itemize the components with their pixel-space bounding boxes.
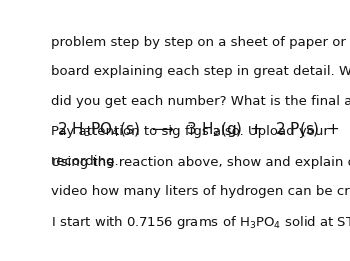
Text: Using the reaction above, show and explain on: Using the reaction above, show and expla… bbox=[51, 156, 350, 169]
Text: video how many liters of hydrogen can be created if: video how many liters of hydrogen can be… bbox=[51, 185, 350, 198]
Text: did you get each number? What is the final answer?: did you get each number? What is the fin… bbox=[51, 95, 350, 108]
Text: Pay attention to sig figs also. Upload your: Pay attention to sig figs also. Upload y… bbox=[51, 125, 329, 138]
Text: I start with 0.7156 grams of $\mathsf{H_3PO_4}$ solid at STP?: I start with 0.7156 grams of $\mathsf{H_… bbox=[51, 214, 350, 231]
Text: $\mathsf{2\ H_3PO_4(s)\ \ \longrightarrow\ \ 3\ H_2(g)\ +\ \ 2\ P(s)\ +\ \ 4\ O_: $\mathsf{2\ H_3PO_4(s)\ \ \longrightarro… bbox=[57, 120, 350, 139]
Text: recording.: recording. bbox=[51, 155, 119, 168]
Text: board explaining each step in great detail. Where: board explaining each step in great deta… bbox=[51, 66, 350, 79]
Text: problem step by step on a sheet of paper or white: problem step by step on a sheet of paper… bbox=[51, 36, 350, 49]
